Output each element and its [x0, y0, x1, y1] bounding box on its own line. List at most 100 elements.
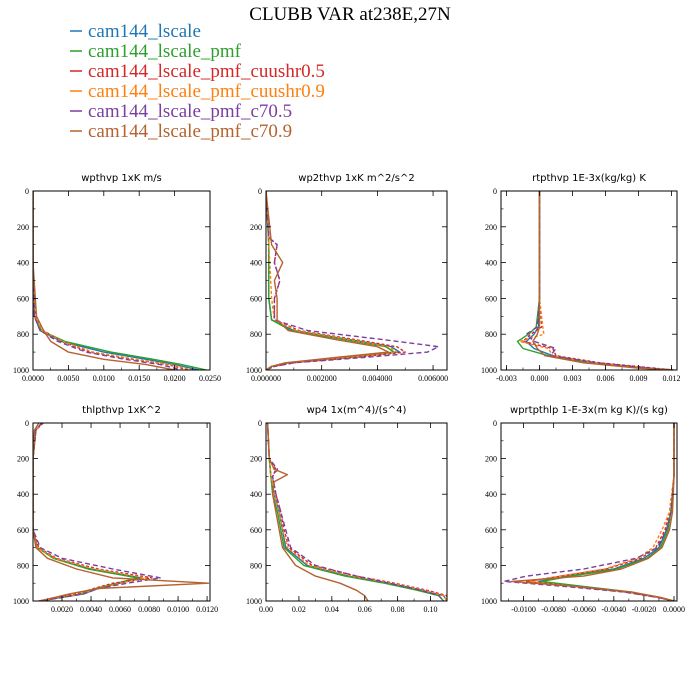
y-tick-label: 600: [250, 526, 262, 535]
series-line-cam144_lscale_pmf_cuushr0.9: [33, 423, 147, 601]
legend-label: cam144_lscale_pmf_c70.5: [88, 101, 292, 122]
panel-title: wprtpthlp 1-E-3x(m kg K)/(s kg): [510, 405, 668, 416]
series-group: [33, 191, 207, 370]
y-tick-label: 200: [250, 455, 262, 464]
y-tick-label: 600: [250, 294, 262, 303]
series-line-cam144_lscale_pmf_c70.5: [503, 423, 675, 601]
legend-label: cam144_lscale_pmf_cuushr0.5: [88, 61, 325, 82]
y-tick-label: 800: [250, 330, 262, 339]
legend-entry: cam144_lscale_pmf_cuushr0.5: [70, 61, 325, 82]
series-line-cam144_lscale_pmf_cuushr0.5: [266, 191, 406, 370]
y-tick-label: 0: [493, 419, 497, 428]
x-tick-label: 0.004000: [362, 374, 392, 383]
x-tick-label: -0.0020: [632, 605, 657, 614]
x-tick-label: 0.0050: [57, 374, 79, 383]
x-tick-label: 0.0100: [93, 374, 115, 383]
y-tick-label: 0: [25, 187, 29, 196]
x-tick-label: 0.06: [358, 605, 372, 614]
series-line-cam144_lscale: [537, 423, 675, 601]
legend-label: cam144_lscale_pmf: [88, 41, 242, 62]
x-tick-label: -0.0080: [541, 605, 566, 614]
y-tick-label: 800: [485, 561, 497, 570]
panel-frame: [500, 422, 678, 602]
y-tick-label: 200: [17, 455, 29, 464]
x-tick-label: 0.006000: [418, 374, 448, 383]
y-tick-label: 1000: [481, 366, 497, 375]
y-tick-label: 1000: [246, 597, 262, 606]
y-tick-label: 200: [17, 223, 29, 232]
x-tick-label: 0.02: [292, 605, 306, 614]
y-tick-label: 0: [493, 187, 497, 196]
y-tick-label: 0: [25, 419, 29, 428]
series-line-cam144_lscale_pmf_c70.5: [525, 191, 672, 370]
y-tick-label: 600: [485, 294, 497, 303]
panel-title: rtpthvp 1E-3x(kg/kg) K: [532, 173, 646, 184]
x-tick-label: 0.0040: [80, 605, 102, 614]
y-tick-label: 200: [485, 223, 497, 232]
x-tick-label: 0.009: [630, 374, 648, 383]
y-tick-label: 600: [17, 294, 29, 303]
y-tick-label: 400: [17, 490, 29, 499]
panel-3: rtpthvp 1E-3x(kg/kg) K 0 200 400 600 800 1000-…: [481, 173, 681, 383]
series-line-cam144_lscale_pmf_c70.5: [33, 191, 182, 370]
x-tick-label: 0.003: [564, 374, 582, 383]
x-tick-label: -0.003: [496, 374, 517, 383]
series-line-cam144_lscale_pmf_cuushr0.5: [525, 423, 675, 601]
x-tick-label: -0.0040: [601, 605, 626, 614]
x-tick-label: 0.0100: [167, 605, 189, 614]
y-tick-label: 400: [485, 259, 497, 268]
y-tick-label: 600: [17, 526, 29, 535]
y-tick-label: 800: [485, 330, 497, 339]
y-tick-label: 1000: [13, 366, 29, 375]
x-tick-label: 0.000: [531, 374, 549, 383]
panel-frame: [265, 422, 448, 602]
series-line-cam144_lscale_pmf: [33, 423, 139, 601]
y-tick-label: 0: [258, 187, 262, 196]
x-tick-label: 0.08: [391, 605, 405, 614]
series-line-cam144_lscale_pmf: [33, 191, 207, 370]
y-tick-label: 0: [258, 419, 262, 428]
series-line-cam144_lscale_pmf_c70.9: [532, 191, 674, 370]
series-group: [33, 423, 210, 601]
x-tick-label: 0.012: [663, 374, 681, 383]
x-tick-label: 0.0250: [199, 374, 221, 383]
y-tick-label: 400: [250, 259, 262, 268]
series-line-cam144_lscale_pmf_c70.9: [266, 191, 390, 370]
series-line-cam144_lscale: [266, 423, 447, 601]
x-tick-label: 0.10: [424, 605, 438, 614]
y-tick-label: 800: [17, 330, 29, 339]
legend-label: cam144_lscale_pmf_c70.9: [88, 121, 292, 142]
y-tick-label: 400: [250, 490, 262, 499]
panel-frame: [32, 190, 211, 371]
y-tick-label: 400: [17, 259, 29, 268]
figure-title: CLUBB VAR at238E,27N: [249, 4, 451, 25]
series-line-cam144_lscale_pmf_c70.5: [33, 423, 162, 601]
series-line-cam144_lscale_pmf_c70.9: [33, 191, 175, 370]
x-tick-label: 0.0000: [22, 374, 44, 383]
y-tick-label: 800: [250, 561, 262, 570]
x-tick-label: -0.0060: [571, 605, 596, 614]
series-group: [266, 191, 440, 370]
legend-entry: cam144_lscale_pmf_c70.5: [70, 101, 292, 122]
series-line-cam144_lscale_pmf_cuushr0.5: [33, 423, 153, 601]
panel-title: thlpthvp 1xK^2: [82, 405, 161, 416]
y-tick-label: 1000: [246, 366, 262, 375]
panel-6: wprtpthlp 1-E-3x(m kg K)/(s kg) 0 200 400 60…: [481, 405, 685, 614]
x-tick-label: 0.006: [597, 374, 615, 383]
y-tick-label: 600: [485, 526, 497, 535]
series-group: [516, 191, 674, 370]
legend-entry: cam144_lscale_pmf_cuushr0.9: [70, 81, 325, 102]
legend: cam144_lscalecam144_lscale_pmfcam144_lsc…: [70, 21, 325, 142]
series-line-cam144_lscale_pmf_cuushr0.9: [519, 191, 674, 370]
legend-entry: cam144_lscale_pmf: [70, 41, 242, 62]
panel-title: wp2thvp 1xK m^2/s^2: [298, 173, 414, 184]
series-line-cam144_lscale_pmf_cuushr0.9: [266, 191, 398, 370]
x-tick-label: 0.0060: [109, 605, 131, 614]
panel-2: wp2thvp 1xK m^2/s^2020040060080010000.00…: [246, 173, 448, 383]
series-line-cam144_lscale_pmf_cuushr0.9: [528, 423, 675, 601]
panel-title: wpthvp 1xK m/s: [81, 173, 162, 184]
